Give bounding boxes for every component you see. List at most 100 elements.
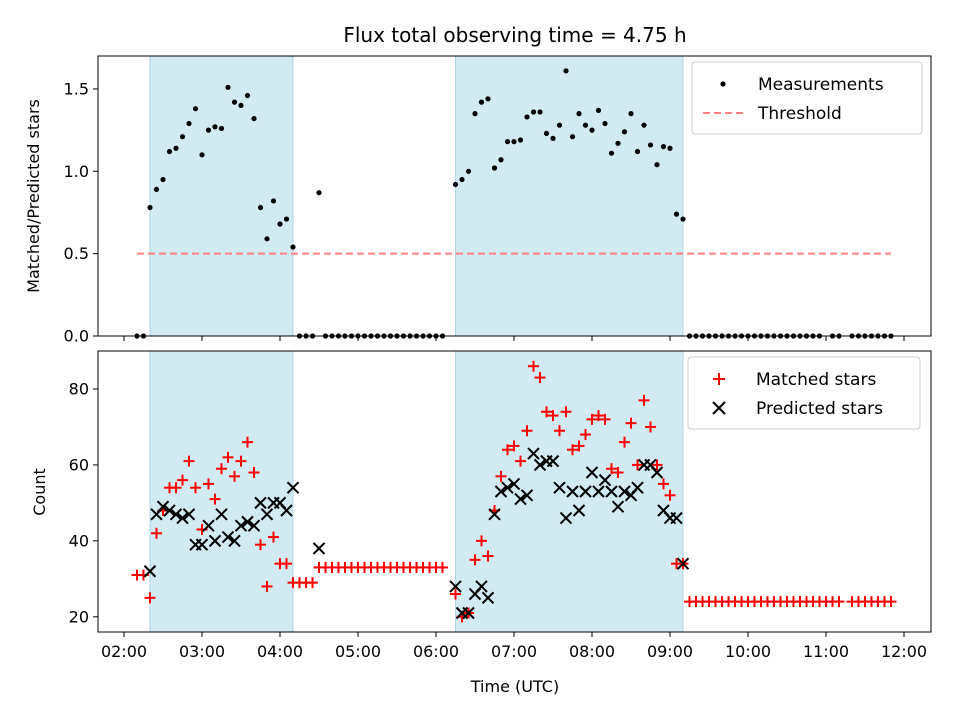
observing-window-2 (455, 55, 684, 337)
measurement-point (283, 216, 290, 222)
matched-star-point (469, 554, 481, 566)
predicted-star-point (605, 485, 618, 498)
predicted-star-point (598, 473, 612, 487)
measurement-point (524, 114, 530, 120)
bottom-x-ticks: 02:00 03:00 04:00 05:00 06:00 07:00 08:00 09:00… (101, 632, 927, 661)
measurement-point (608, 150, 615, 156)
measurement-point (147, 204, 153, 211)
matched-star-point (632, 459, 643, 471)
predicted-star-point (286, 481, 300, 494)
matched-star-point (450, 588, 461, 600)
predicted-star-point (670, 511, 683, 525)
matched-star-point (573, 440, 585, 452)
measurement-point (485, 96, 491, 102)
measurement-point (238, 102, 244, 109)
predicted-star-point (481, 591, 495, 605)
predicted-star-point (241, 515, 254, 529)
measurement-point (660, 143, 667, 150)
predicted-star-point (592, 485, 605, 498)
measurement-point (452, 181, 459, 188)
observing-window-2 (455, 350, 684, 633)
predicted-star-point (579, 485, 592, 498)
matched-star-point (151, 527, 162, 539)
predicted-star-point (163, 504, 176, 517)
top-panel: 0.0 0.5 1.0 1.5 Matched/Predicted stars Mea… (24, 55, 932, 346)
measurement-point (472, 111, 478, 117)
predicted-star-point (553, 481, 566, 494)
top-legend: Measurements Threshold (691, 61, 923, 135)
predicted-star-point (221, 530, 235, 544)
matched-star-point (567, 444, 578, 456)
measurement-point (654, 162, 660, 168)
legend-threshold-label: Threshold (757, 104, 842, 124)
matched-star-point (502, 444, 513, 456)
measurement-point (225, 84, 231, 90)
matched-star-point (593, 410, 604, 422)
predicted-star-point (611, 500, 625, 513)
measurement-point (667, 145, 673, 151)
matched-star-point (638, 394, 650, 406)
matched-star-point (495, 470, 507, 482)
matched-star-point (554, 425, 565, 437)
measurement-point (641, 122, 647, 128)
matched-star-point (222, 451, 234, 463)
predicted-star-point (280, 504, 293, 517)
x-tick-label: 07:00 (491, 642, 537, 661)
measurement-point (153, 186, 160, 193)
matched-star-point (242, 436, 253, 448)
x-tick-label: 08:00 (569, 642, 615, 661)
legend-predicted-marker (712, 401, 726, 415)
matched-star-point (606, 463, 617, 475)
matched-star-point (645, 421, 656, 433)
matched-star-point (482, 550, 494, 562)
measurement-point (563, 68, 569, 74)
measurement-point (160, 176, 166, 183)
bottom-y-axis-label: Count (30, 468, 49, 516)
predicted-star-point (631, 481, 644, 494)
matched-star-point (586, 413, 598, 425)
measurement-marks (134, 68, 894, 339)
measurement-point (257, 204, 264, 211)
measurement-point (673, 211, 680, 217)
measurement-point (316, 190, 322, 196)
predicted-star-point (312, 542, 326, 555)
predicted-star-point (228, 534, 241, 548)
matched-star-point (547, 410, 559, 422)
y-tick-label: 40 (69, 531, 89, 550)
y-tick-label: 20 (69, 607, 89, 626)
matched-star-point (612, 467, 624, 479)
matched-star-point (307, 577, 318, 589)
measurement-point (205, 127, 212, 133)
legend-measurements-marker (720, 81, 726, 87)
measurement-point (212, 124, 218, 130)
measurement-point (199, 152, 205, 158)
measurement-point (556, 122, 563, 128)
measurement-point (192, 106, 199, 112)
matched-star-point (521, 425, 533, 437)
measurement-point (244, 92, 251, 99)
measurement-point (231, 99, 238, 105)
x-tick-label: 04:00 (257, 642, 303, 661)
x-tick-label: 12:00 (881, 642, 927, 661)
matched-star-point (528, 360, 539, 372)
matched-star-point (190, 482, 201, 494)
legend-predicted-label: Predicted stars (756, 399, 883, 419)
predicted-star-point (585, 466, 599, 479)
predicted-star-point (195, 538, 209, 551)
measurement-point (264, 236, 270, 242)
matched-star-point (619, 436, 630, 448)
predicted-star-point (494, 485, 508, 498)
measurement-point (680, 216, 686, 222)
top-legend-box (691, 61, 923, 135)
predicted-star-point (260, 508, 274, 521)
measurement-point (537, 109, 543, 115)
measurement-point (491, 165, 498, 171)
predicted-star-point (572, 504, 586, 517)
top-y-ticks: 0.0 0.5 1.0 1.5 (64, 79, 98, 346)
measurement-point (595, 107, 602, 113)
matched-star-point (476, 535, 487, 547)
measurement-point (543, 130, 550, 137)
measurement-point (647, 142, 654, 148)
